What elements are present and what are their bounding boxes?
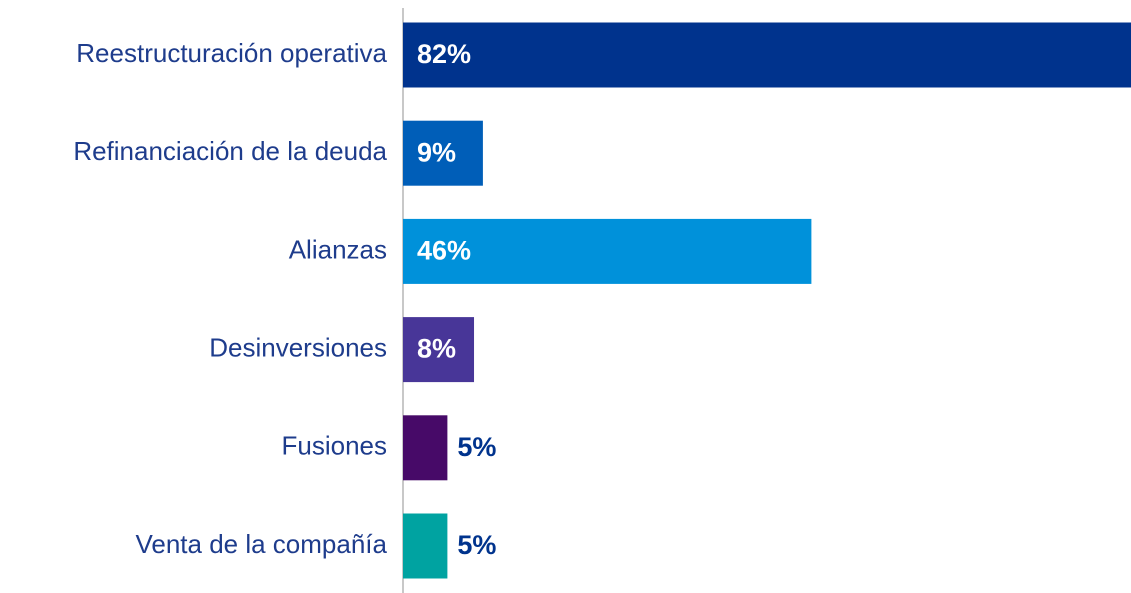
- bar: [403, 120, 483, 186]
- value-label: 5%: [457, 432, 496, 462]
- category-label: Reestructuración operativa: [76, 38, 387, 68]
- value-label: 82%: [417, 39, 471, 69]
- category-label: Venta de la compañía: [135, 529, 387, 559]
- category-label: Fusiones: [282, 431, 388, 461]
- bar: [403, 22, 1131, 88]
- value-label: 46%: [417, 236, 471, 266]
- bar: [403, 218, 812, 284]
- value-label: 5%: [457, 530, 496, 560]
- value-label: 9%: [417, 137, 456, 167]
- category-label: Desinversiones: [209, 332, 387, 362]
- bar: [403, 317, 475, 383]
- bar: [403, 415, 448, 481]
- category-label: Alianzas: [289, 234, 387, 264]
- value-label: 8%: [417, 334, 456, 364]
- category-label: Refinanciación de la deuda: [73, 136, 387, 166]
- bar: [403, 513, 448, 579]
